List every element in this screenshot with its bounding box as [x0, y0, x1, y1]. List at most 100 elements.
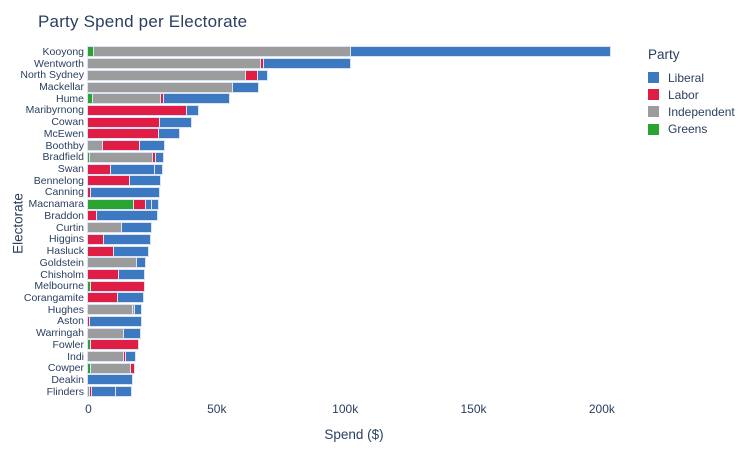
bar-segment-liberal[interactable]: [351, 47, 611, 57]
bar-segment-labor[interactable]: [88, 270, 119, 280]
bar-segment-liberal[interactable]: [155, 164, 163, 174]
stacked-bar[interactable]: [88, 340, 138, 350]
bar-segment-labor[interactable]: [88, 176, 131, 186]
stacked-bar[interactable]: [88, 117, 191, 127]
stacked-bar[interactable]: [88, 187, 159, 197]
stacked-bar[interactable]: [88, 328, 140, 338]
bar-segment-liberal[interactable]: [88, 375, 133, 385]
bar-segment-greens[interactable]: [88, 363, 92, 373]
stacked-bar[interactable]: [88, 59, 351, 69]
bar-segment-liberal[interactable]: [186, 105, 198, 115]
bar-segment-greens[interactable]: [88, 47, 95, 57]
bar-segment-labor[interactable]: [88, 164, 111, 174]
bar-segment-greens[interactable]: [88, 281, 92, 291]
bar-segment-independent[interactable]: [88, 59, 261, 69]
stacked-bar[interactable]: [88, 363, 134, 373]
bar-segment-labor[interactable]: [88, 129, 159, 139]
bar-segment-liberal[interactable]: [130, 176, 161, 186]
bar-segment-liberal[interactable]: [115, 387, 132, 397]
bar-segment-independent[interactable]: [88, 141, 103, 151]
bar-segment-independent[interactable]: [88, 352, 125, 362]
bar-segment-labor[interactable]: [88, 316, 90, 326]
bar-segment-liberal[interactable]: [90, 187, 159, 197]
stacked-bar[interactable]: [88, 258, 146, 268]
bar-segment-independent[interactable]: [88, 258, 138, 268]
stacked-bar[interactable]: [88, 152, 163, 162]
bar-segment-liberal[interactable]: [118, 270, 145, 280]
stacked-bar[interactable]: [88, 387, 132, 397]
legend-item-independent[interactable]: Independent: [648, 103, 735, 120]
bar-segment-liberal[interactable]: [126, 352, 135, 362]
stacked-bar[interactable]: [88, 164, 163, 174]
bar-segment-independent[interactable]: [91, 363, 132, 373]
bar-segment-liberal[interactable]: [158, 129, 179, 139]
stacked-bar[interactable]: [88, 293, 144, 303]
bar-segment-labor[interactable]: [102, 141, 140, 151]
stacked-bar[interactable]: [88, 199, 158, 209]
bar-segment-liberal[interactable]: [146, 199, 153, 209]
bar-segment-labor[interactable]: [91, 281, 144, 291]
stacked-bar[interactable]: [88, 211, 158, 221]
bar-segment-labor[interactable]: [153, 152, 157, 162]
stacked-bar[interactable]: [88, 141, 165, 151]
bar-segment-liberal[interactable]: [263, 59, 351, 69]
stacked-bar[interactable]: [88, 375, 133, 385]
bar-segment-independent[interactable]: [94, 47, 352, 57]
bar-segment-independent[interactable]: [90, 152, 154, 162]
bar-segment-labor[interactable]: [131, 363, 134, 373]
bar-segment-independent[interactable]: [88, 82, 233, 92]
bar-segment-liberal[interactable]: [137, 258, 146, 268]
bar-segment-liberal[interactable]: [91, 387, 116, 397]
bar-segment-independent[interactable]: [88, 328, 125, 338]
bar-segment-independent[interactable]: [88, 305, 133, 315]
bar-segment-labor[interactable]: [88, 211, 97, 221]
bar-segment-labor[interactable]: [88, 105, 187, 115]
bar-segment-liberal[interactable]: [110, 164, 156, 174]
bar-segment-liberal[interactable]: [124, 328, 140, 338]
bar-segment-liberal[interactable]: [89, 316, 141, 326]
bar-segment-labor[interactable]: [88, 187, 91, 197]
bar-segment-liberal[interactable]: [164, 94, 230, 104]
bar-segment-independent[interactable]: [88, 70, 246, 80]
bar-segment-greens[interactable]: [88, 199, 135, 209]
bar-segment-liberal[interactable]: [156, 152, 163, 162]
bar-segment-labor[interactable]: [260, 59, 264, 69]
bar-segment-labor[interactable]: [91, 340, 138, 350]
legend-item-labor[interactable]: Labor: [648, 86, 735, 103]
bar-segment-greens[interactable]: [88, 94, 93, 104]
stacked-bar[interactable]: [88, 176, 161, 186]
bar-segment-liberal[interactable]: [104, 234, 150, 244]
bar-segment-greens[interactable]: [88, 152, 91, 162]
stacked-bar[interactable]: [88, 246, 148, 256]
legend-item-greens[interactable]: Greens: [648, 121, 735, 138]
stacked-bar[interactable]: [88, 105, 198, 115]
stacked-bar[interactable]: [88, 270, 145, 280]
bar-segment-greens[interactable]: [88, 340, 92, 350]
bar-segment-liberal[interactable]: [113, 246, 148, 256]
stacked-bar[interactable]: [88, 129, 179, 139]
bar-segment-labor[interactable]: [88, 293, 118, 303]
stacked-bar[interactable]: [88, 305, 142, 315]
bar-segment-labor[interactable]: [88, 117, 160, 127]
bar-segment-liberal[interactable]: [139, 141, 165, 151]
stacked-bar[interactable]: [88, 281, 144, 291]
stacked-bar[interactable]: [88, 94, 230, 104]
bar-segment-labor[interactable]: [134, 199, 147, 209]
bar-segment-labor[interactable]: [124, 352, 127, 362]
bar-segment-liberal[interactable]: [96, 211, 158, 221]
stacked-bar[interactable]: [88, 234, 150, 244]
stacked-bar[interactable]: [88, 223, 152, 233]
stacked-bar[interactable]: [88, 70, 268, 80]
bar-segment-independent[interactable]: [88, 387, 90, 397]
stacked-bar[interactable]: [88, 47, 611, 57]
bar-segment-liberal[interactable]: [135, 305, 142, 315]
bar-segment-liberal[interactable]: [117, 293, 144, 303]
stacked-bar[interactable]: [88, 352, 135, 362]
bar-segment-labor[interactable]: [88, 234, 105, 244]
bar-segment-labor[interactable]: [245, 70, 258, 80]
bar-segment-liberal[interactable]: [159, 117, 191, 127]
bar-segment-labor[interactable]: [161, 94, 165, 104]
bar-segment-independent[interactable]: [92, 94, 162, 104]
stacked-bar[interactable]: [88, 316, 141, 326]
bar-segment-independent[interactable]: [132, 305, 136, 315]
